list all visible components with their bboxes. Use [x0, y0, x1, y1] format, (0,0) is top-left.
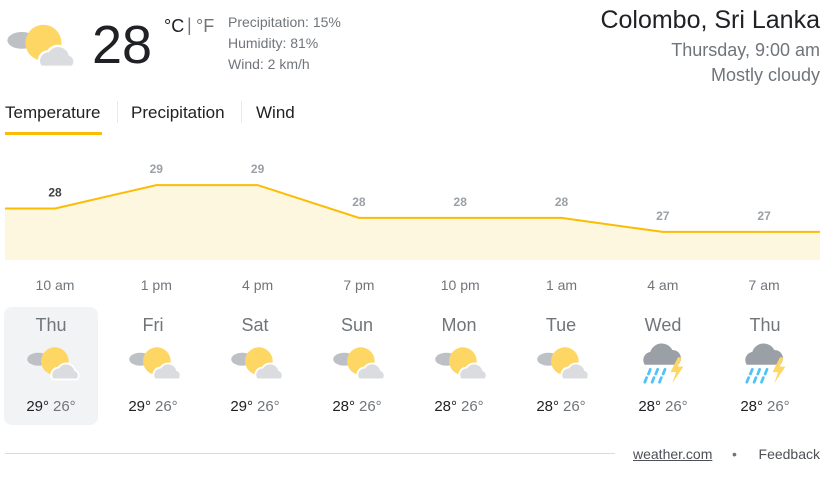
x-tick-label: 10 am	[36, 277, 75, 293]
high: 29°	[230, 398, 253, 415]
weather-icon	[739, 339, 795, 385]
tab-divider	[117, 101, 118, 123]
area-fill	[5, 185, 820, 260]
high: 29°	[26, 398, 49, 415]
weather-icon	[637, 339, 693, 385]
value-label: 27	[757, 209, 771, 223]
day-name: Thu	[749, 315, 781, 335]
weather-icon	[433, 339, 489, 385]
value-label: 28	[454, 195, 468, 209]
high: 28°	[332, 398, 355, 415]
day-temps: 28° 26°	[514, 398, 608, 415]
unit-celsius[interactable]: °C	[164, 16, 185, 36]
high: 28°	[536, 398, 559, 415]
low: 26°	[53, 398, 76, 415]
value-label: 28	[48, 186, 62, 200]
current-icon	[5, 14, 77, 74]
high: 28°	[638, 398, 661, 415]
footer-rule	[5, 453, 615, 454]
location: Colombo, Sri Lanka	[600, 6, 820, 34]
day-name: Thu	[35, 315, 67, 335]
unit-fahrenheit[interactable]: °F	[196, 16, 215, 36]
day-cell[interactable]: Fri 29° 26°	[106, 307, 200, 425]
tab[interactable]: Precipitation	[131, 103, 225, 122]
high: 28°	[740, 398, 763, 415]
low: 26°	[665, 398, 688, 415]
high: 28°	[434, 398, 457, 415]
day-cell[interactable]: Mon 28° 26°	[412, 307, 506, 425]
day-temps: 29° 26°	[106, 398, 200, 415]
weather-icon	[535, 339, 591, 385]
temperature-chart: 28 10 am 29 1 pm 29 4 pm 28 7 pm 28 10 pm 28 1 am 27…	[5, 162, 820, 293]
x-tick-label: 7 am	[749, 277, 780, 293]
day-cell[interactable]: Tue 28° 26°	[514, 307, 608, 425]
footer-separator: •	[732, 446, 737, 462]
x-tick-label: 1 am	[546, 277, 577, 293]
feedback[interactable]: Feedback	[758, 446, 820, 462]
day-temps: 28° 26°	[310, 398, 404, 415]
x-tick-label: 4 pm	[242, 277, 273, 293]
value-label: 28	[555, 195, 569, 209]
weather-icon	[127, 339, 183, 385]
low: 26°	[461, 398, 484, 415]
day-cell[interactable]: Sat 29° 26°	[208, 307, 302, 425]
value-label: 28	[352, 195, 366, 209]
humidity: Humidity: 81%	[228, 35, 319, 51]
day-name: Sat	[241, 315, 269, 335]
low: 26°	[767, 398, 790, 415]
day-cell[interactable]: Thu 28° 26°	[718, 307, 812, 425]
day-temps: 29° 26°	[4, 398, 98, 415]
high: 29°	[128, 398, 151, 415]
day-cell[interactable]: Thu 29° 26°	[4, 307, 98, 425]
day-name: Wed	[644, 315, 682, 335]
day-temps: 28° 26°	[412, 398, 506, 415]
x-tick-label: 1 pm	[141, 277, 172, 293]
day-temps: 28° 26°	[718, 398, 812, 415]
low: 26°	[563, 398, 586, 415]
x-tick-label: 7 pm	[343, 277, 374, 293]
value-label: 27	[656, 209, 670, 223]
precipitation: Precipitation: 15%	[228, 14, 341, 30]
low: 26°	[359, 398, 382, 415]
current-temperature: 28	[92, 15, 153, 75]
wind: Wind: 2 km/h	[228, 56, 310, 72]
tab-divider	[241, 101, 242, 123]
day-temps: 29° 26°	[208, 398, 302, 415]
unit-separator: |	[187, 15, 192, 35]
value-label: 29	[150, 162, 164, 176]
day-cell[interactable]: Sun 28° 26°	[310, 307, 404, 425]
day-name: Tue	[545, 315, 577, 335]
low: 26°	[257, 398, 280, 415]
tab[interactable]: Temperature	[5, 103, 101, 122]
day-name: Fri	[142, 315, 164, 335]
weather-icon	[25, 339, 81, 385]
day-temps: 28° 26°	[616, 398, 710, 415]
day-cell[interactable]: Wed 28° 26°	[616, 307, 710, 425]
date-time: Thursday, 9:00 am	[671, 40, 820, 60]
day-name: Mon	[441, 315, 477, 335]
x-tick-label: 4 am	[647, 277, 678, 293]
tab-indicator	[5, 132, 102, 135]
value-label: 29	[251, 162, 265, 176]
weather-icon	[229, 339, 285, 385]
tab[interactable]: Wind	[256, 103, 295, 122]
low: 26°	[155, 398, 178, 415]
condition: Mostly cloudy	[710, 65, 820, 85]
x-tick-label: 10 pm	[441, 277, 480, 293]
weather-icon	[331, 339, 387, 385]
temperature-line	[54, 184, 765, 233]
source-link[interactable]: weather.com	[633, 446, 713, 462]
day-name: Sun	[340, 315, 374, 335]
